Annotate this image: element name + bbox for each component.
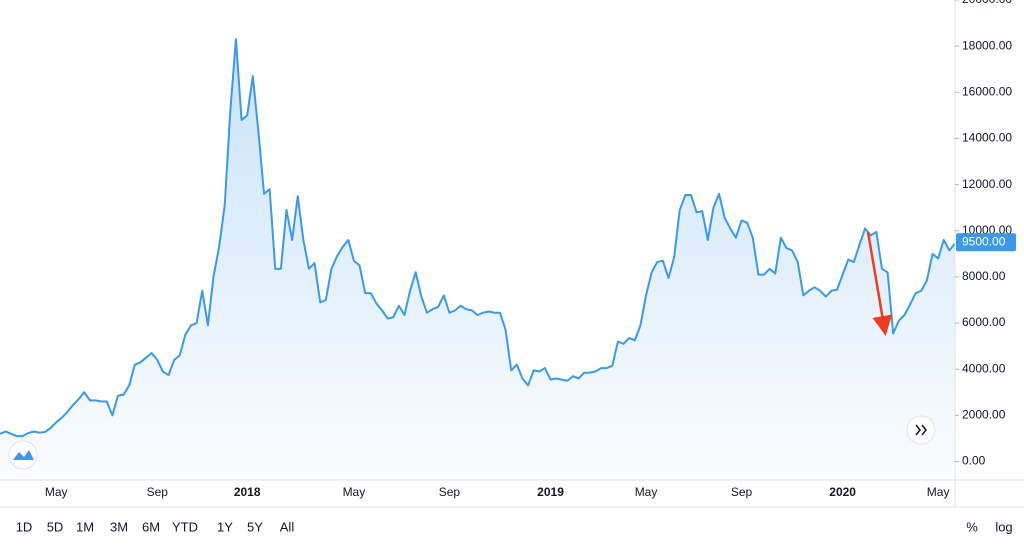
y-tick-label: 12000.00 bbox=[962, 177, 1012, 191]
y-tick-label: 0.00 bbox=[962, 454, 986, 468]
y-tick-label: 18000.00 bbox=[962, 38, 1012, 52]
range-button[interactable]: 6M bbox=[142, 519, 160, 534]
y-tick-label: 16000.00 bbox=[962, 84, 1012, 98]
price-label-box bbox=[956, 233, 1016, 252]
range-button[interactable]: All bbox=[280, 519, 295, 534]
price-label: 9500.00 bbox=[962, 234, 1006, 248]
area-fill bbox=[0, 39, 955, 480]
range-button[interactable]: 1D bbox=[16, 519, 33, 534]
range-button[interactable]: 1M bbox=[76, 519, 94, 534]
toolbar: 1D 5D 1M 3M 6M YTD 1Y 5Y All% log bbox=[16, 519, 1013, 534]
y-tick-label: 6000.00 bbox=[962, 315, 1006, 329]
x-tick-label: 2018 bbox=[234, 485, 261, 499]
x-tick-label: May bbox=[635, 485, 658, 499]
annotation-arrow bbox=[866, 231, 893, 336]
logo bbox=[8, 440, 38, 470]
range-button[interactable]: 1Y bbox=[217, 519, 233, 534]
x-tick-label: Sep bbox=[147, 485, 169, 499]
x-tick-label: 2020 bbox=[829, 485, 856, 499]
x-tick-label: 2019 bbox=[537, 485, 564, 499]
y-tick-label: 2000.00 bbox=[962, 408, 1006, 422]
range-button[interactable]: 3M bbox=[110, 519, 128, 534]
plot-area bbox=[0, 38, 956, 480]
x-tick-label: May bbox=[927, 485, 950, 499]
y-tick-label: 8000.00 bbox=[962, 269, 1006, 283]
y-tick-label: 4000.00 bbox=[962, 361, 1006, 375]
scale-button[interactable]: log bbox=[995, 519, 1012, 534]
x-tick-label: May bbox=[45, 485, 68, 499]
x-tick-label: May bbox=[343, 485, 366, 499]
range-button[interactable]: YTD bbox=[172, 519, 198, 534]
scroll-button[interactable] bbox=[906, 415, 936, 445]
x-tick-label: Sep bbox=[439, 485, 461, 499]
price-line bbox=[0, 38, 956, 438]
y-tick-label: 14000.00 bbox=[962, 131, 1012, 145]
scale-button[interactable]: % bbox=[966, 519, 978, 534]
range-button[interactable]: 5D bbox=[47, 519, 64, 534]
range-button[interactable]: 5Y bbox=[247, 519, 263, 534]
x-tick-label: Sep bbox=[731, 485, 753, 499]
y-tick-label: 20000.00 bbox=[962, 0, 1012, 6]
